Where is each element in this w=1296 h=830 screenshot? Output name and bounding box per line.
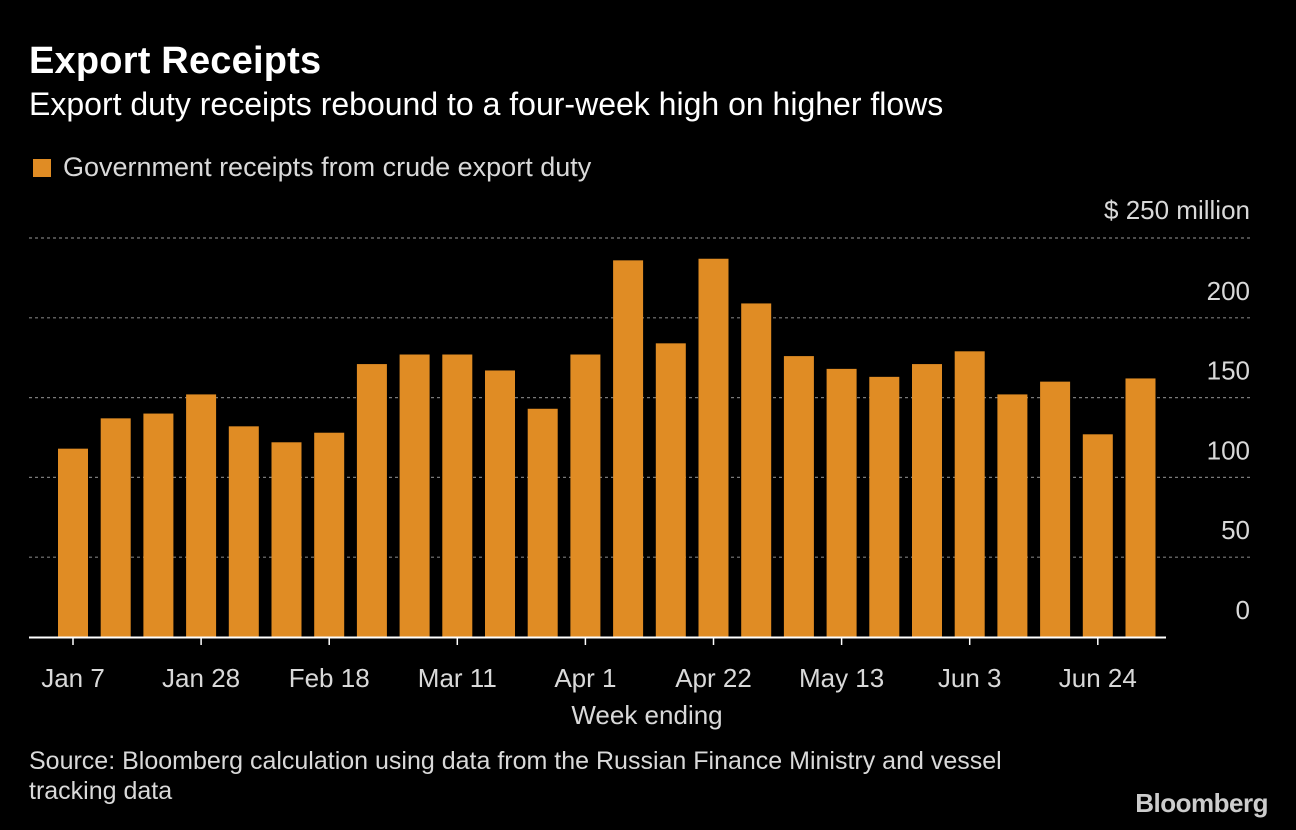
bar-chart: 0 50 100 150 200 $ 250 million Jan 7 Jan 28 Feb … bbox=[29, 195, 1250, 730]
bar bbox=[869, 376, 900, 637]
legend: Government receipts from crude export du… bbox=[33, 152, 591, 183]
bar bbox=[997, 394, 1028, 637]
source-note: Source: Bloomberg calculation using data… bbox=[29, 747, 1002, 805]
y-tick-label: 200 bbox=[1207, 276, 1250, 306]
bar bbox=[783, 356, 814, 637]
x-tick-label: Jan 7 bbox=[41, 663, 105, 693]
bar bbox=[655, 343, 686, 637]
x-tick-label: Mar 11 bbox=[418, 663, 497, 693]
bar bbox=[570, 354, 601, 637]
bar bbox=[613, 260, 644, 637]
x-tick-label: Jan 28 bbox=[162, 663, 240, 693]
y-tick-label: 100 bbox=[1207, 435, 1250, 465]
x-tick-label: Apr 1 bbox=[554, 663, 616, 693]
legend-label: Government receipts from crude export du… bbox=[63, 152, 592, 182]
x-tick-label: May 13 bbox=[799, 663, 884, 693]
x-tick-label: Jun 3 bbox=[938, 663, 1002, 693]
bloomberg-logo: Bloomberg bbox=[1135, 788, 1268, 818]
bar bbox=[58, 448, 88, 637]
y-unit-label: $ 250 million bbox=[1104, 195, 1250, 225]
y-tick-label: 0 bbox=[1236, 595, 1250, 625]
bar bbox=[485, 370, 515, 637]
x-tick-label: Feb 18 bbox=[289, 663, 370, 693]
bar bbox=[698, 258, 729, 637]
x-tick-label: Jun 24 bbox=[1059, 663, 1137, 693]
bar bbox=[954, 351, 985, 637]
bar bbox=[912, 364, 942, 637]
bar bbox=[399, 354, 430, 637]
bar bbox=[1125, 378, 1156, 637]
bar bbox=[826, 368, 857, 637]
chart-subtitle: Export duty receipts rebound to a four-w… bbox=[29, 86, 944, 122]
bar bbox=[1040, 381, 1071, 637]
bar bbox=[356, 364, 387, 637]
bar bbox=[100, 418, 131, 637]
bar bbox=[527, 408, 558, 637]
bar bbox=[1082, 434, 1113, 637]
bar bbox=[314, 432, 345, 637]
x-axis-title: Week ending bbox=[571, 700, 722, 730]
bar bbox=[271, 442, 302, 637]
bar bbox=[228, 426, 259, 637]
chart-title: Export Receipts bbox=[29, 40, 322, 82]
x-tick-label: Apr 22 bbox=[675, 663, 752, 693]
bar bbox=[186, 394, 217, 637]
bar bbox=[442, 354, 473, 637]
bar bbox=[741, 303, 772, 637]
bar bbox=[143, 413, 174, 637]
y-tick-label: 50 bbox=[1221, 515, 1250, 545]
y-tick-label: 150 bbox=[1207, 356, 1250, 386]
legend-swatch bbox=[33, 158, 51, 177]
